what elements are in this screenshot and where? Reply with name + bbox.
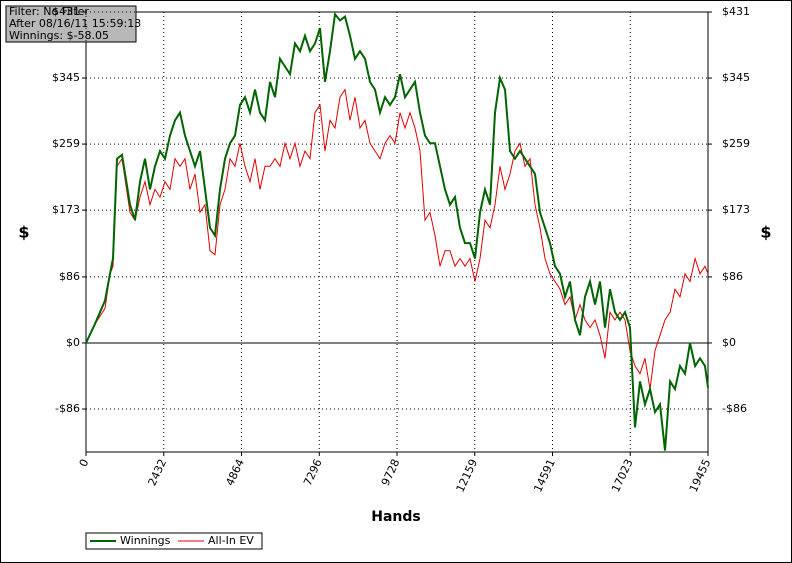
y2-tick-label: $173	[722, 203, 750, 216]
y2-tick-label: -$86	[722, 402, 747, 415]
info-line: Winnings: $-58.05	[9, 29, 109, 42]
legend: Winnings All-In EV	[85, 532, 263, 550]
y-tick-label: $0	[66, 336, 80, 349]
y2-axis-label: $	[760, 223, 771, 242]
x-tick-label: 0	[77, 457, 92, 469]
y2-tick-label: $345	[722, 71, 750, 84]
info-line: After 08/16/11 15:59:13	[9, 17, 141, 30]
y-tick-label: $259	[52, 137, 80, 150]
info-line: Filter: No Filter	[9, 5, 89, 18]
y-tick-label: $345	[52, 71, 80, 84]
y2-tick-label: $259	[722, 137, 750, 150]
series-line	[85, 11, 709, 451]
y-axis-label: $	[18, 223, 29, 242]
x-axis-label: Hands	[371, 509, 421, 525]
info-box: Filter: No Filter After 08/16/11 15:59:1…	[5, 5, 141, 43]
y-tick-label: -$86	[55, 402, 80, 415]
y-tick-label: $86	[59, 270, 80, 283]
y2-tick-label: $431	[722, 5, 750, 18]
y-tick-label: $173	[52, 203, 80, 216]
y2-tick-label: $0	[722, 336, 736, 349]
series-line	[85, 88, 709, 390]
legend-label: Winnings	[120, 534, 171, 547]
y2-tick-label: $86	[722, 270, 743, 283]
y-tick-label: $431	[52, 5, 80, 18]
legend-box	[85, 532, 263, 550]
legend-label: All-In EV	[208, 534, 254, 547]
